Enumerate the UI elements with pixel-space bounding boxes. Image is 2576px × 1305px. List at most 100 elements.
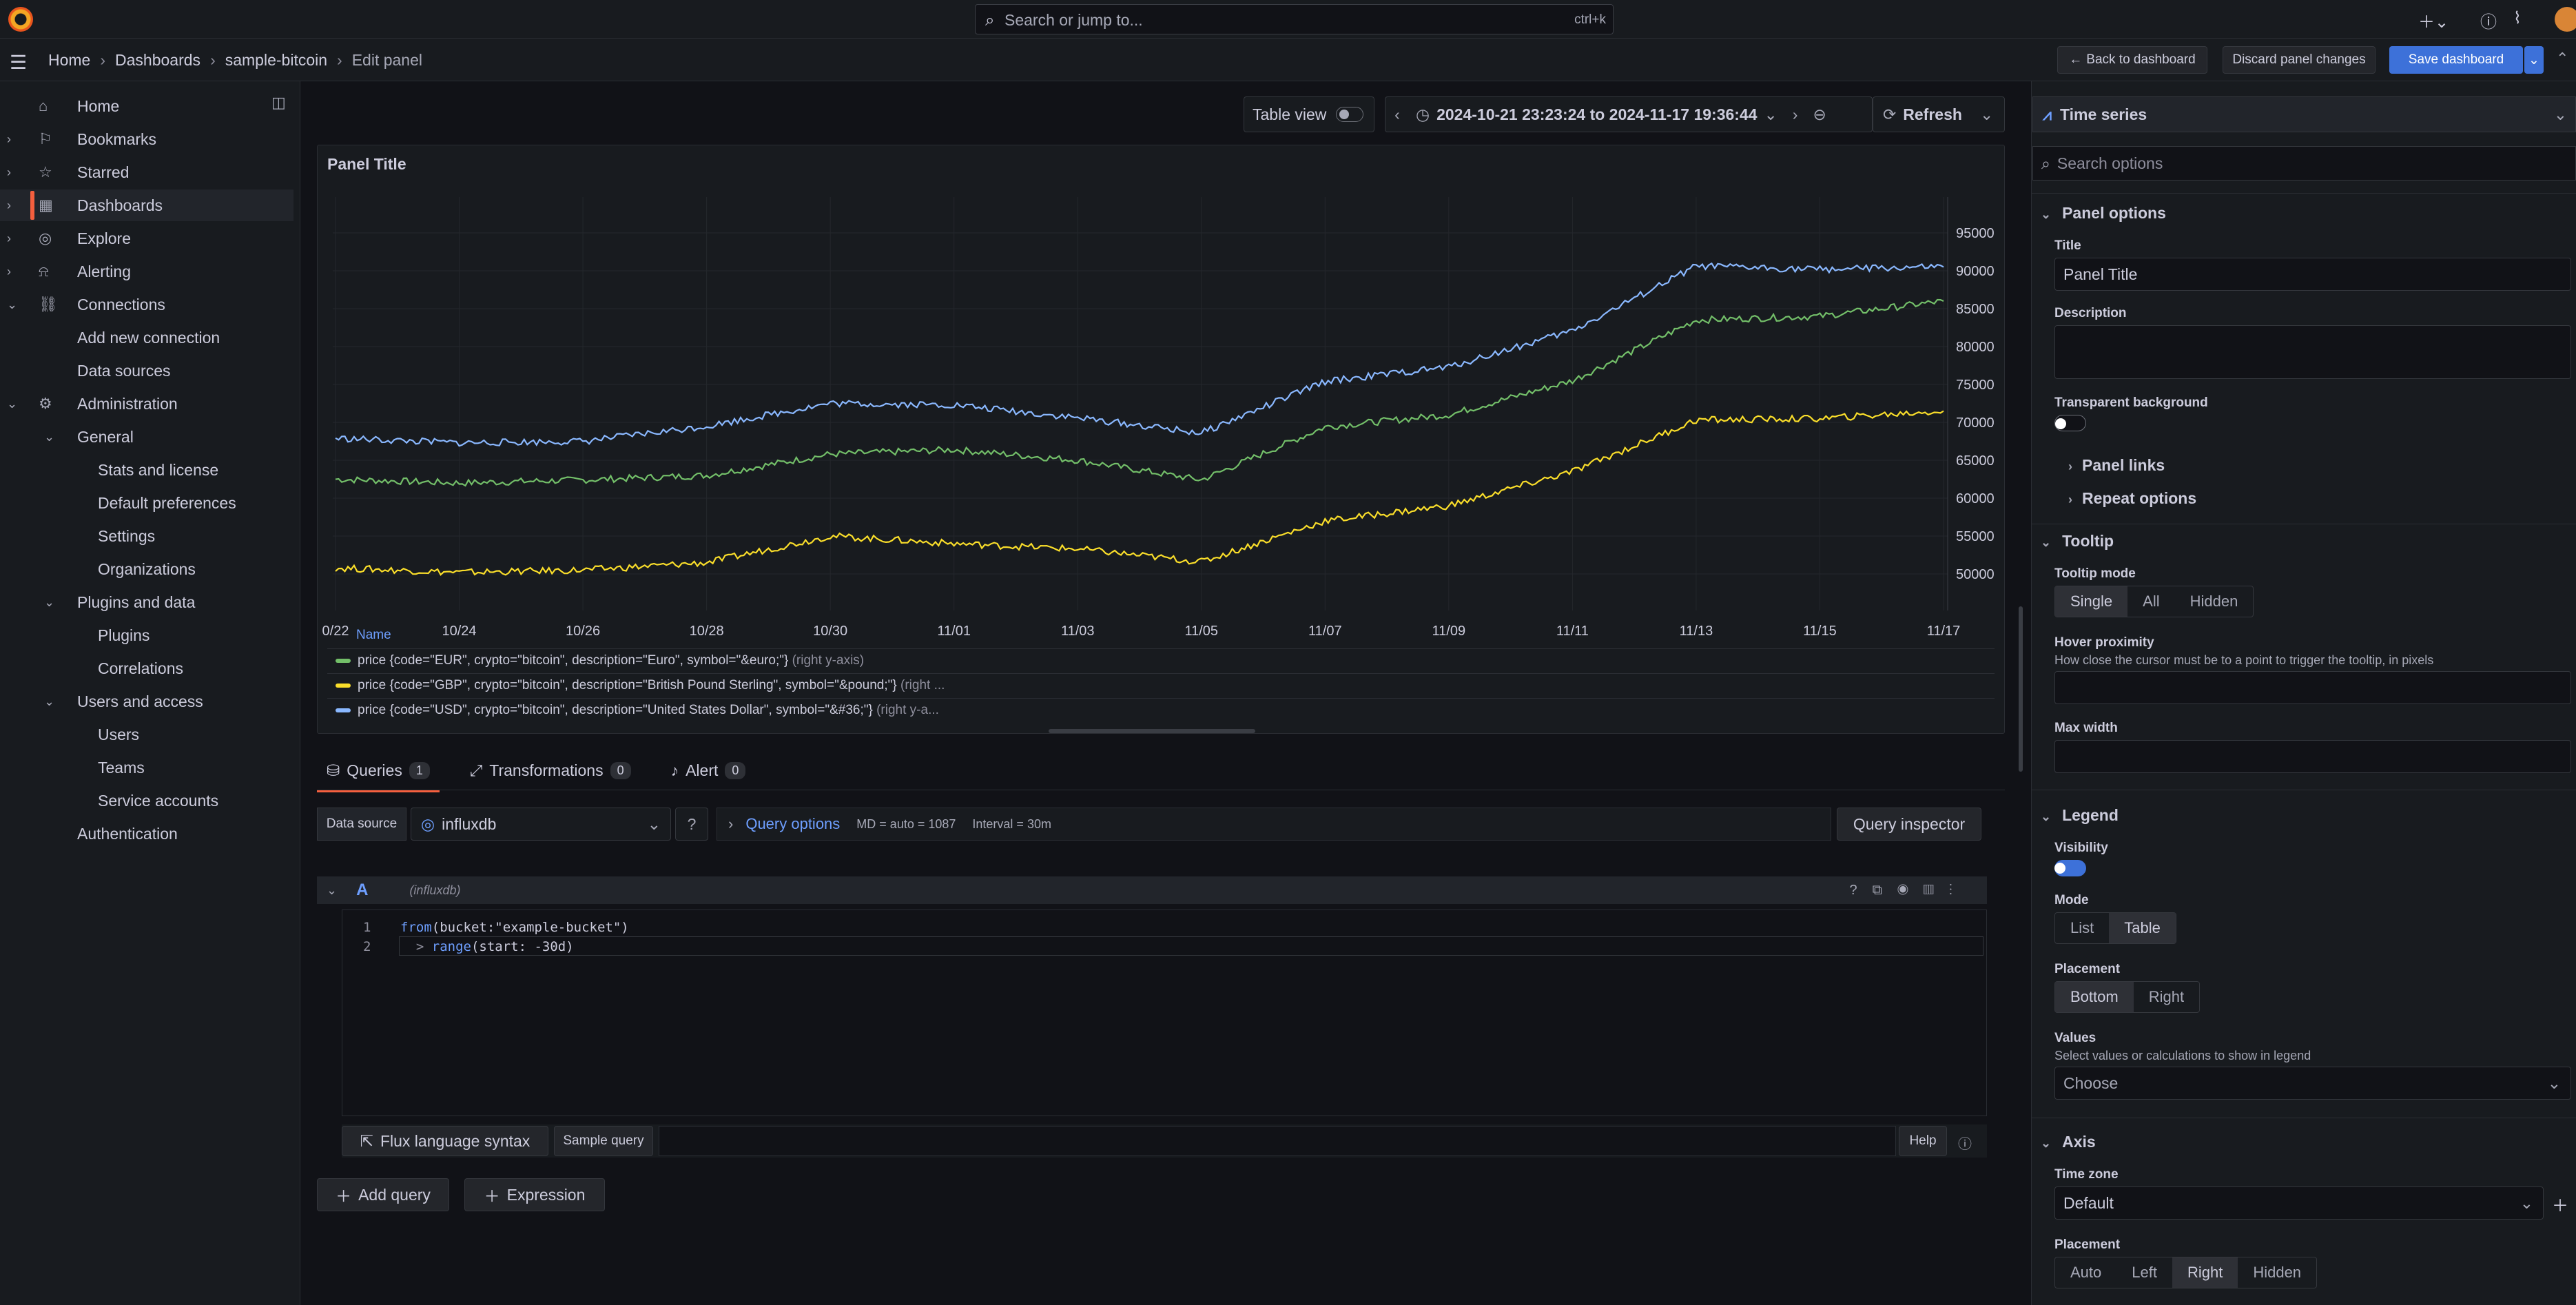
time-range-label[interactable]: 2024-10-21 23:23:24 to 2024-11-17 19:36:… bbox=[1436, 105, 1758, 123]
help-icon[interactable]: ? bbox=[1849, 882, 1873, 898]
collapse-icon[interactable]: ⌃ bbox=[2556, 50, 2569, 67]
save-options-chevron-icon[interactable]: ⌄ bbox=[2524, 46, 2544, 74]
chevron-down-icon[interactable]: ⌄ bbox=[44, 595, 55, 609]
axis-section[interactable]: ⌄ Axis bbox=[2041, 1133, 2096, 1151]
new-plus-icon[interactable]: ＋⌄ bbox=[2418, 13, 2449, 32]
chevron-down-icon[interactable]: ⌄ bbox=[1979, 105, 1994, 123]
axis-auto-option[interactable]: Auto bbox=[2070, 1264, 2102, 1281]
max-width-input[interactable] bbox=[2054, 740, 2571, 773]
sidebar-item-bookmarks[interactable]: › ⚐ Bookmarks bbox=[0, 123, 293, 155]
transparent-toggle[interactable] bbox=[2054, 415, 2086, 431]
code-line-2[interactable]: > range(start: -30d) bbox=[400, 939, 574, 954]
sidebar-item-connections[interactable]: ⌄ ⛓ Connections bbox=[0, 289, 293, 320]
legend-visibility-toggle[interactable] bbox=[2054, 860, 2086, 876]
dock-menu-icon[interactable]: ◫ bbox=[271, 94, 286, 111]
copy-icon[interactable]: ⧉ bbox=[1872, 882, 1897, 898]
sidebar-item-organizations[interactable]: Organizations bbox=[0, 553, 293, 585]
sidebar-item-default-preferences[interactable]: Default preferences bbox=[0, 487, 293, 519]
time-forward-icon[interactable]: › bbox=[1792, 105, 1798, 123]
trash-icon[interactable]: ▥ bbox=[1923, 882, 1949, 898]
add-timezone-plus-icon[interactable]: ＋ bbox=[2552, 1197, 2568, 1215]
datasource-picker[interactable]: ◎ influxdb ⌄ bbox=[411, 808, 671, 841]
sidebar-item-users-and-access[interactable]: ⌄ Users and access bbox=[0, 686, 293, 717]
series-line-gbp[interactable] bbox=[335, 410, 1944, 576]
tooltip-section[interactable]: ⌄ Tooltip bbox=[2041, 532, 2114, 551]
discard-changes-button[interactable]: Discard panel changes bbox=[2223, 46, 2376, 74]
legend-item-gbp[interactable]: price {code="GBP", crypto="bitcoin", des… bbox=[336, 678, 945, 693]
values-select[interactable]: Choose ⌄ bbox=[2054, 1067, 2571, 1100]
datasource-help-icon[interactable]: ? bbox=[675, 808, 708, 841]
tab-alert[interactable]: ♪ Alert 0 bbox=[661, 751, 756, 790]
query-options-label[interactable]: Query options bbox=[745, 815, 841, 832]
sidebar-item-plugins-and-data[interactable]: ⌄ Plugins and data bbox=[0, 586, 293, 618]
tab-queries[interactable]: ⛁ Queries 1 bbox=[317, 751, 440, 792]
title-input[interactable]: Panel Title bbox=[2054, 258, 2571, 291]
sidebar-item-dashboards[interactable]: › ▦ Dashboards bbox=[0, 189, 293, 221]
chevron-down-icon[interactable]: ⌄ bbox=[44, 429, 55, 444]
drag-handle-icon[interactable]: ⋮ bbox=[1949, 882, 1968, 898]
sidebar-item-alerting[interactable]: › ⍾ Alerting bbox=[0, 256, 293, 287]
legend-list-option[interactable]: List bbox=[2070, 919, 2094, 936]
legend-bottom-option[interactable]: Bottom bbox=[2055, 982, 2134, 1012]
axis-right-option[interactable]: Right bbox=[2172, 1257, 2238, 1288]
breadcrumb-home[interactable]: Home bbox=[48, 51, 91, 69]
code-line-1[interactable]: from(bucket:"example-bucket") bbox=[400, 920, 629, 935]
sidebar-item-add-new-connection[interactable]: Add new connection bbox=[0, 322, 293, 353]
help-button[interactable]: Help bbox=[1899, 1126, 1947, 1156]
refresh-button[interactable]: ⟳ Refresh ⌄ bbox=[1873, 96, 2005, 132]
time-back-icon[interactable]: ‹ bbox=[1394, 105, 1400, 123]
save-dashboard-button[interactable]: Save dashboard bbox=[2389, 46, 2523, 74]
toggle-switch[interactable] bbox=[1336, 107, 1364, 122]
sidebar-item-data-sources[interactable]: Data sources bbox=[0, 355, 293, 387]
help-icon[interactable]: ⓘ bbox=[2480, 13, 2497, 32]
expression-button[interactable]: ＋ Expression bbox=[464, 1178, 605, 1211]
timezone-select[interactable]: Default ⌄ bbox=[2054, 1186, 2544, 1220]
panel-resize-handle[interactable] bbox=[1049, 729, 1255, 733]
chevron-right-icon[interactable]: › bbox=[7, 198, 11, 212]
sidebar-item-administration[interactable]: ⌄ ⚙ Administration bbox=[0, 388, 293, 420]
grafana-logo-icon[interactable] bbox=[8, 7, 33, 32]
sidebar-item-explore[interactable]: › ◎ Explore bbox=[0, 223, 293, 254]
tooltip-all-option[interactable]: All bbox=[2143, 593, 2160, 610]
query-options-bar[interactable]: › Query options MD = auto = 1087 Interva… bbox=[717, 808, 1831, 841]
breadcrumb-dashboard[interactable]: sample-bitcoin bbox=[225, 51, 328, 69]
axis-left-option[interactable]: Left bbox=[2132, 1264, 2157, 1281]
series-line-eur[interactable] bbox=[335, 298, 1944, 487]
add-query-button[interactable]: ＋ Add query bbox=[317, 1178, 449, 1211]
visualization-picker[interactable]: ⩘ Time series ⌄ bbox=[2032, 96, 2576, 132]
chevron-down-icon[interactable]: ⌄ bbox=[7, 297, 18, 311]
time-range-picker[interactable]: ‹ ◷ 2024-10-21 23:23:24 to 2024-11-17 19… bbox=[1385, 96, 1873, 132]
sample-query-field[interactable] bbox=[659, 1126, 1896, 1156]
legend-item-usd[interactable]: price {code="USD", crypto="bitcoin", des… bbox=[336, 703, 939, 718]
chevron-down-icon[interactable]: ⌄ bbox=[44, 694, 55, 708]
tab-transformations[interactable]: ⤢ Transformations 0 bbox=[460, 751, 641, 790]
panel-options-section[interactable]: ⌄ Panel options bbox=[2041, 204, 2166, 223]
legend-right-option[interactable]: Right bbox=[2148, 988, 2185, 1005]
table-view-toggle[interactable]: Table view bbox=[1244, 96, 1374, 132]
chevron-right-icon[interactable]: › bbox=[7, 264, 11, 278]
sidebar-item-starred[interactable]: › ☆ Starred bbox=[0, 156, 293, 188]
legend-table-option[interactable]: Table bbox=[2109, 913, 2176, 943]
sidebar-item-home[interactable]: ⌂ Home bbox=[0, 90, 293, 122]
search-input[interactable]: ⌕ Search or jump to... ctrl+k bbox=[975, 4, 1614, 34]
query-ref-id[interactable]: A bbox=[356, 881, 369, 899]
repeat-options-section[interactable]: › Repeat options bbox=[2068, 489, 2196, 508]
flux-code-editor[interactable]: 1 from(bucket:"example-bucket") 2 > rang… bbox=[342, 910, 1987, 1116]
chevron-right-icon[interactable]: › bbox=[7, 165, 11, 179]
back-to-dashboard-button[interactable]: ← Back to dashboard bbox=[2057, 46, 2207, 74]
rss-icon[interactable]: ⌇ bbox=[2513, 9, 2522, 28]
series-line-usd[interactable] bbox=[335, 262, 1944, 447]
sample-query-button[interactable]: Sample query bbox=[554, 1126, 653, 1156]
eye-icon[interactable]: ◉ bbox=[1897, 882, 1924, 898]
panel-links-section[interactable]: › Panel links bbox=[2068, 456, 2165, 475]
sidebar-item-users[interactable]: Users bbox=[0, 719, 293, 750]
breadcrumb-dashboards[interactable]: Dashboards bbox=[115, 51, 201, 69]
sidebar-item-authentication[interactable]: Authentication bbox=[0, 818, 293, 850]
chevron-right-icon[interactable]: › bbox=[7, 132, 11, 146]
legend-item-eur[interactable]: price {code="EUR", crypto="bitcoin", des… bbox=[336, 653, 864, 668]
zoom-out-icon[interactable]: ⊖ bbox=[1813, 105, 1826, 123]
chevron-down-icon[interactable]: ⌄ bbox=[7, 396, 18, 411]
tooltip-hidden-option[interactable]: Hidden bbox=[2189, 593, 2238, 610]
chevron-right-icon[interactable]: › bbox=[7, 231, 11, 245]
sidebar-item-correlations[interactable]: Correlations bbox=[0, 652, 293, 684]
